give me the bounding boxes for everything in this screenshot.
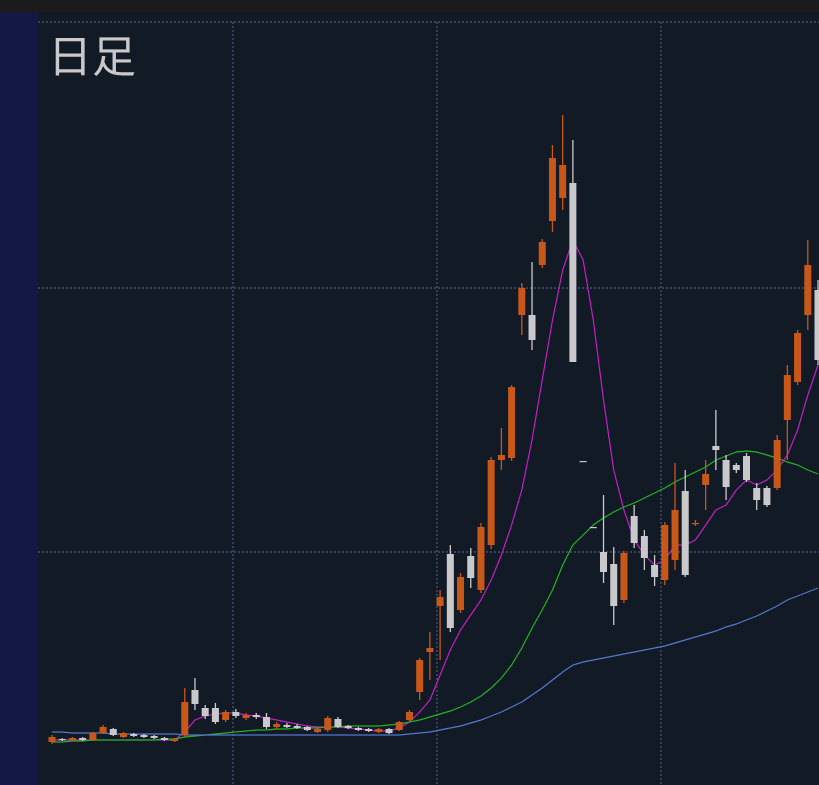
candle-body: [252, 715, 260, 717]
candles: [48, 115, 819, 744]
candle-body: [119, 733, 127, 737]
candle-body: [365, 729, 373, 731]
candle-body: [640, 536, 648, 558]
candle-body: [579, 461, 587, 463]
candle-body: [620, 553, 628, 600]
chart-title: 日足: [48, 32, 136, 83]
candle-body: [140, 735, 148, 737]
candle-body: [293, 726, 301, 728]
candle-body: [109, 729, 117, 735]
candle-body: [181, 702, 189, 735]
candle-body: [375, 729, 383, 732]
candle-body: [314, 729, 322, 732]
candle-body: [160, 738, 168, 740]
candle-body: [416, 660, 424, 692]
candle-body: [130, 734, 138, 736]
candle-body: [477, 527, 485, 590]
candle-body: [497, 455, 505, 460]
candle-body: [763, 488, 771, 505]
candle-body: [487, 460, 495, 545]
candle-body: [814, 290, 819, 360]
candle-body: [201, 708, 209, 716]
candle-body: [191, 690, 199, 704]
candle-body: [426, 648, 434, 652]
candle-body: [508, 387, 516, 458]
candle-body: [446, 554, 454, 628]
candle-body: [671, 510, 679, 560]
candle-body: [58, 739, 66, 741]
candle-body: [232, 712, 240, 716]
candle-body: [569, 183, 577, 362]
candle-body: [630, 516, 638, 543]
candle-body: [303, 727, 311, 730]
moving-average-line: [52, 450, 819, 743]
candle-body: [559, 165, 567, 198]
candle-body: [702, 474, 710, 485]
candle-body: [610, 564, 618, 606]
candle-body: [262, 717, 270, 727]
candle-body: [457, 577, 465, 610]
top-bar: [0, 0, 819, 12]
moving-average-line: [52, 587, 819, 736]
candle-body: [681, 491, 689, 575]
candle-body: [661, 525, 669, 580]
candle-body: [600, 552, 608, 572]
candle-body: [794, 333, 802, 382]
candle-body: [283, 725, 291, 727]
candle-body: [273, 724, 281, 727]
candle-body: [651, 565, 659, 577]
candle-body: [436, 597, 444, 606]
candle-body: [99, 727, 107, 733]
candle-body: [242, 715, 250, 718]
candle-body: [589, 527, 597, 529]
candle-body: [222, 712, 230, 720]
candle-body: [344, 726, 352, 728]
candle-body: [211, 708, 219, 722]
candle-body: [395, 722, 403, 730]
candle-body: [691, 523, 699, 525]
candle-body: [528, 315, 536, 340]
candle-body: [334, 719, 342, 727]
candle-body: [89, 733, 97, 740]
candle-body: [324, 718, 332, 730]
candle-body: [518, 288, 526, 315]
moving-average-line: [52, 238, 819, 741]
candle-body: [150, 736, 158, 738]
candle-body: [743, 456, 751, 480]
vertical-grid: [232, 22, 662, 785]
candle-body: [467, 556, 475, 578]
candle-body: [773, 440, 781, 488]
candle-body: [405, 712, 413, 720]
lines: [52, 238, 819, 743]
candle-body: [712, 446, 720, 450]
candle-body: [171, 739, 179, 741]
candle-body: [538, 242, 546, 265]
candle-body: [354, 728, 362, 730]
candle-body: [804, 265, 812, 315]
candle-body: [79, 738, 87, 740]
side-strip: [0, 0, 38, 785]
candle-body: [783, 375, 791, 420]
candle-body: [732, 465, 740, 470]
candle-body: [753, 488, 761, 500]
candle-body: [548, 158, 556, 221]
candle-body: [48, 737, 56, 742]
candle-body: [722, 460, 730, 487]
candle-body: [68, 738, 76, 740]
candle-body: [385, 729, 393, 733]
